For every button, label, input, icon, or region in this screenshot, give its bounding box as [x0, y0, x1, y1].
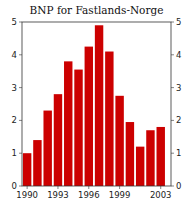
y-tick-label: 0 — [12, 181, 17, 191]
plot-frame — [22, 22, 171, 186]
bar — [95, 25, 103, 186]
y-tick — [19, 87, 22, 88]
y-tick — [19, 54, 22, 55]
y2-tick — [171, 120, 174, 121]
y2-tick-label: 1 — [176, 148, 181, 158]
x-tick-label: 1993 — [47, 190, 69, 200]
y2-tick-label: 0 — [176, 181, 181, 191]
y2-tick — [171, 54, 174, 55]
y2-tick-label: 3 — [176, 83, 181, 93]
bar — [85, 47, 93, 186]
y2-tick-label: 4 — [176, 50, 181, 60]
bar — [74, 70, 82, 186]
bar — [64, 61, 72, 186]
chart-title: BNP for Fastlands-Norge — [30, 4, 164, 16]
x-tick-label: 1990 — [16, 190, 38, 200]
bar — [126, 122, 134, 186]
chart: 1990 1993 1996 1999 2003 0 1 2 3 4 5 0 1 2 3 4 5 BNP for … — [0, 0, 193, 204]
y-tick — [19, 153, 22, 154]
bars — [23, 25, 165, 186]
bar — [23, 153, 31, 186]
y-tick-label: 5 — [12, 17, 17, 27]
bar — [115, 96, 123, 186]
x-tick-label: 2003 — [150, 190, 172, 200]
bar — [136, 147, 144, 186]
y2-tick — [171, 153, 174, 154]
bar — [146, 130, 154, 186]
x-tick — [88, 186, 89, 189]
x-tick — [160, 186, 161, 189]
x-tick — [119, 186, 120, 189]
bar — [54, 94, 62, 186]
y2-tick-label: 2 — [176, 115, 181, 125]
y2-tick — [171, 186, 174, 187]
bar — [157, 127, 165, 186]
x-tick — [57, 186, 58, 189]
bar — [43, 111, 51, 186]
x-tick-label: 1996 — [78, 190, 100, 200]
y-tick — [19, 186, 22, 187]
y2-tick-label: 5 — [176, 17, 181, 27]
x-tick-label: 1999 — [109, 190, 131, 200]
y2-tick — [171, 22, 174, 23]
y-tick — [19, 22, 22, 23]
y-tick-label: 4 — [12, 50, 17, 60]
y-tick-label: 2 — [12, 115, 17, 125]
y-tick-label: 3 — [12, 83, 17, 93]
bar — [105, 52, 113, 186]
y2-tick — [171, 87, 174, 88]
y-tick-label: 1 — [12, 148, 17, 158]
bar — [33, 140, 41, 186]
y-tick — [19, 120, 22, 121]
x-tick — [27, 186, 28, 189]
